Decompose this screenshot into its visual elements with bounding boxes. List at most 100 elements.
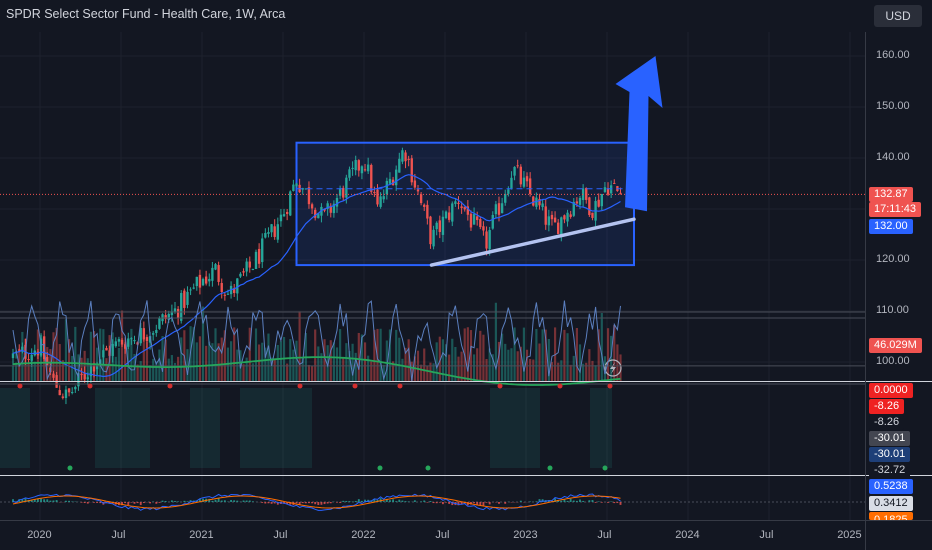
candle-body — [64, 389, 68, 399]
macd-histogram-bar — [223, 500, 226, 502]
macd-histogram-bar — [401, 500, 404, 502]
candle-body — [111, 343, 114, 356]
volume-bar — [342, 357, 345, 381]
candle-body — [102, 350, 105, 358]
time-tick-label: 2023 — [513, 529, 538, 541]
alert-icon-bolt — [610, 362, 616, 374]
macd-histogram-bar — [473, 502, 476, 504]
macd-pane — [0, 493, 865, 511]
macd-histogram-bar — [261, 502, 264, 503]
candle-body — [382, 196, 385, 200]
countdown-badge: 17:11:43 — [869, 202, 922, 217]
volume-bar — [398, 337, 401, 381]
alert-icon — [604, 359, 622, 377]
candle-body — [317, 213, 320, 219]
volume-bar — [522, 327, 526, 381]
macd-histogram-bar — [43, 499, 46, 502]
volume-bar — [335, 347, 339, 381]
candle-body — [251, 268, 255, 270]
volume-bar — [11, 365, 15, 381]
macd-histogram-bar — [613, 502, 616, 504]
candle-body — [18, 349, 21, 351]
osc-signal-dot — [87, 383, 93, 389]
candle-body — [285, 212, 289, 214]
volume-bar — [170, 355, 173, 381]
candle-body — [488, 230, 491, 250]
macd-histogram-bar — [482, 502, 485, 506]
volume-bar — [167, 358, 170, 381]
volume-bar — [510, 348, 513, 381]
macd-histogram-bar — [170, 500, 173, 502]
candle-body — [522, 177, 526, 187]
volume-bar — [254, 328, 258, 381]
macd-histogram-bar — [566, 500, 569, 502]
drawing-annotations[interactable] — [0, 56, 865, 377]
candle-body — [606, 188, 610, 195]
candle-body — [261, 238, 264, 263]
candle-body — [613, 182, 616, 184]
candle-body — [223, 294, 227, 296]
price-tick-label: 110.00 — [876, 304, 909, 316]
candle-body — [479, 219, 482, 228]
macd-histogram-bar — [538, 499, 541, 502]
volume-bar — [289, 339, 292, 381]
candle-body — [245, 261, 248, 272]
volume-bar — [139, 361, 142, 381]
candle-body — [404, 152, 407, 162]
macd-histogram-bar — [579, 499, 581, 502]
candle-body — [401, 150, 404, 162]
volume-bar — [420, 364, 423, 381]
macd-histogram-bar — [12, 499, 14, 502]
currency-button[interactable]: USD — [874, 5, 922, 27]
candle-body — [429, 216, 432, 245]
volume-bar — [560, 360, 563, 381]
macd-histogram-bar — [36, 498, 39, 502]
volume-bar — [86, 358, 89, 381]
candle-body — [236, 278, 239, 294]
osc-signal-dot — [602, 465, 608, 471]
candle-body — [419, 194, 423, 204]
candle-body — [74, 386, 77, 390]
volume-bar — [233, 327, 236, 381]
macd-histogram-bar — [323, 502, 326, 505]
volume-bar — [195, 342, 198, 381]
volume-bar — [245, 357, 248, 381]
candle-body — [528, 178, 532, 194]
macd-histogram-bar — [329, 502, 332, 504]
macd-histogram-bar — [519, 500, 522, 502]
candle-body — [457, 202, 460, 205]
signal-badge: 0.3412 — [869, 496, 913, 511]
volume-bar — [323, 339, 326, 381]
volume-bar — [504, 343, 507, 381]
candle-body — [497, 203, 501, 215]
volume-bar — [426, 365, 429, 381]
macd-histogram-bar — [52, 500, 55, 502]
macd-histogram-bar — [164, 500, 167, 502]
candle-body — [619, 192, 622, 195]
volume-bar — [438, 336, 441, 381]
macd-histogram-bar — [348, 501, 351, 502]
candle-body — [273, 226, 276, 237]
macd-histogram-bar — [46, 499, 49, 502]
candle-body — [581, 188, 585, 200]
candle-body — [217, 265, 220, 282]
macd-histogram-bar — [183, 500, 186, 502]
macd-histogram-bar — [382, 501, 385, 502]
volume-badge: 46.029M — [869, 338, 922, 353]
macd-histogram-bar — [385, 498, 388, 502]
macd-histogram-bar — [273, 502, 276, 504]
candle-body — [482, 226, 485, 231]
candle-body — [304, 188, 308, 190]
volume-bar — [211, 343, 214, 381]
volume-bar — [379, 328, 382, 381]
volume-bar — [161, 335, 164, 381]
volume-bar — [236, 349, 239, 381]
time-tick-label: 2021 — [189, 529, 214, 541]
candle-body — [553, 217, 557, 223]
volume-bar — [155, 361, 158, 381]
volume-bar — [279, 341, 283, 381]
candle-body — [363, 169, 367, 171]
macd-histogram-bar — [504, 502, 507, 504]
volume-bar — [466, 327, 469, 381]
